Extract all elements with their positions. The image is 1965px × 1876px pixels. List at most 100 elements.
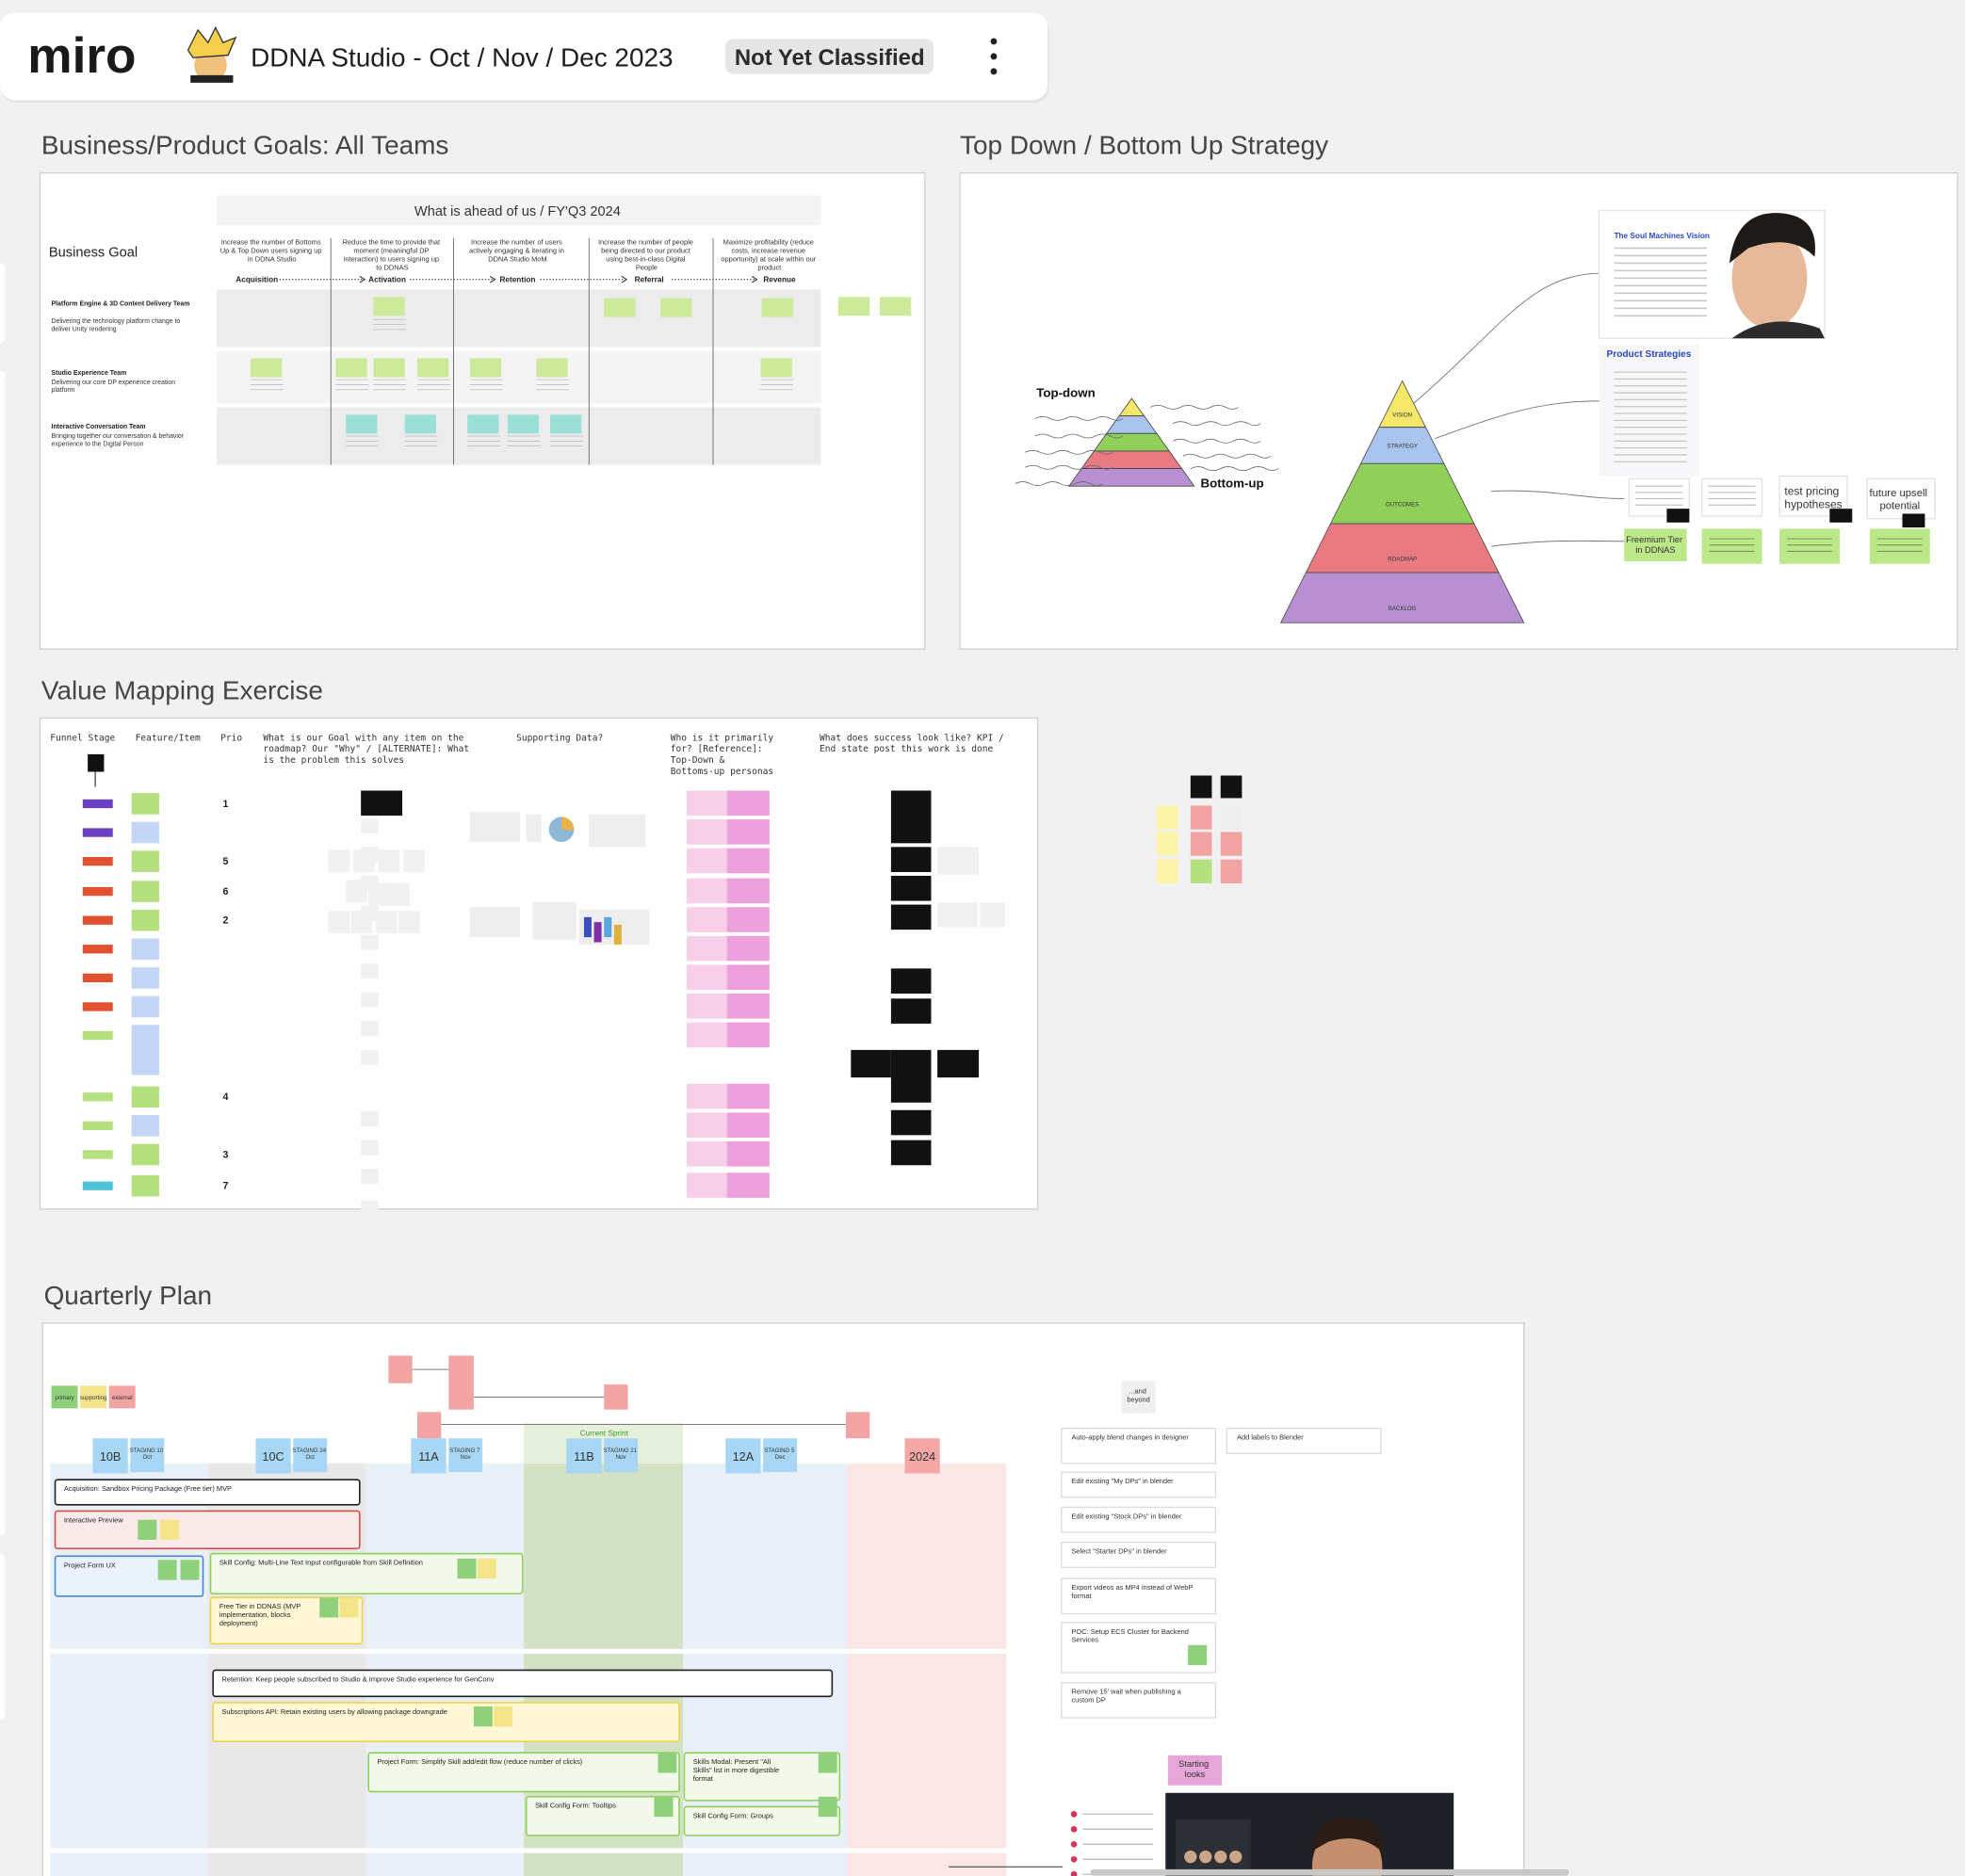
tag-sticky [818,1796,837,1818]
stage-arrow-head [359,275,366,283]
row-label: Business Goal [49,246,138,261]
redaction [890,1109,932,1136]
redaction [890,904,932,930]
sticky-note [469,358,502,378]
kebab-menu-dot[interactable] [990,38,998,45]
kebab-menu-dot[interactable] [990,53,998,60]
note-card [1866,477,1936,520]
lane-separator [50,1848,1007,1853]
current-sprint-label: Current Sprint [580,1430,629,1438]
goal-placeholder [361,1021,379,1037]
backlog-text: Auto-apply blend changes in designer [1071,1433,1189,1442]
redaction [1220,775,1242,799]
flow-sticky [448,1355,474,1410]
sticky-note [838,297,870,316]
handwriting [1015,481,1103,486]
sticky-note [1156,832,1178,856]
sticky-note [550,414,582,434]
classification-label[interactable]: Not Yet Classified [735,45,925,71]
list-bullet [1070,1855,1078,1863]
frame-title[interactable]: Business/Product Goals: All Teams [41,131,448,160]
roadmap-item-text: Subscriptions API: Retain existing users… [221,1707,447,1716]
starting-looks-sticky [1167,1755,1223,1786]
team-name: Interactive Conversation Team [52,424,146,430]
frame-title[interactable]: Quarterly Plan [44,1281,212,1310]
vision-card-title: The Soul Machines Vision [1615,232,1710,240]
persona-block [726,1140,770,1167]
team-desc: Delivering the technology platform chang… [52,318,183,332]
redaction [890,998,932,1024]
sprint-name: 2024 [909,1450,935,1464]
staging-sticky [293,1438,328,1473]
sticky-note [1190,805,1212,830]
roadmap-item-text: Skill Config: Multi-Line Text Input conf… [219,1559,423,1567]
feature-item [131,1115,159,1137]
bottom-up-label: Bottom-up [1200,477,1263,491]
note-card [1700,477,1763,517]
app-screenshot-panel [1175,1819,1251,1876]
pyramid-level [1093,432,1170,452]
list-bullet [1070,1826,1078,1833]
goals-heading: What is ahead of us / FY'Q3 2024 [414,204,621,219]
handwriting [1173,438,1261,444]
flow-sticky [604,1384,628,1410]
legend-label: primary [55,1395,74,1401]
classification-badge [725,39,934,74]
prio-number: 7 [223,1181,229,1192]
redaction [890,1049,932,1103]
goal-placeholder [376,911,398,934]
sticky-note [1779,528,1840,564]
funnel-tag [82,1030,113,1041]
persona-block [726,935,770,962]
board-title[interactable]: DDNA Studio - Oct / Nov / Dec 2023 [251,43,673,73]
stage-arrow-head [489,275,496,283]
connector [1491,540,1625,547]
list-bullet [1070,1870,1078,1876]
portrait-hair [1729,213,1815,264]
funnel-tag [82,1092,113,1102]
funnel-tag [82,1150,113,1159]
stage-arrow-head [751,275,758,283]
legend-sticky [108,1385,136,1409]
tag-sticky [157,1560,177,1580]
feature-item [131,1025,159,1075]
funnel-tag [82,1002,113,1011]
goal-placeholder [361,963,379,979]
feature-item [131,1143,159,1166]
backlog-card [1061,1471,1217,1498]
frame-title[interactable]: Value Mapping Exercise [41,675,323,704]
column-header: Feature/Item [136,733,201,743]
pyramid-label: STRATEGY [1387,444,1417,450]
prio-number: 6 [223,886,229,898]
tag-sticky [319,1597,339,1618]
sticky-note [335,358,367,378]
persona-block [726,907,770,932]
tag-sticky [180,1560,200,1580]
note-text: future upsell potential [1869,488,1930,512]
redaction [937,1049,980,1078]
sticky-note [536,358,568,378]
team-row-bg [217,289,821,348]
kebab-menu-dot[interactable] [990,68,998,75]
goal-text: Increase the number of users actively en… [469,237,566,263]
sticky-note [660,298,692,317]
goal-placeholder [361,1049,379,1065]
backlog-text: Remove 15' wait when publishing a custom… [1071,1688,1182,1705]
miro-logo[interactable]: miro [27,28,136,84]
handwriting [1034,415,1124,421]
goal-placeholder [361,1169,379,1185]
persona-block [687,878,727,904]
roadmap-item [54,1479,361,1506]
roadmap-item [683,1752,841,1802]
persona-block [726,1083,770,1109]
goal-placeholder [361,817,379,833]
frame-title[interactable]: Top Down / Bottom Up Strategy [960,131,1328,160]
placeholder [980,901,1005,928]
staging-sticky [763,1438,798,1473]
backlog-card [1061,1542,1217,1568]
stage-label: Activation [368,275,406,283]
persona-block [687,1172,727,1198]
feature-item [131,967,159,989]
roadmap-item [212,1702,680,1743]
list-bullet [1070,1840,1078,1848]
